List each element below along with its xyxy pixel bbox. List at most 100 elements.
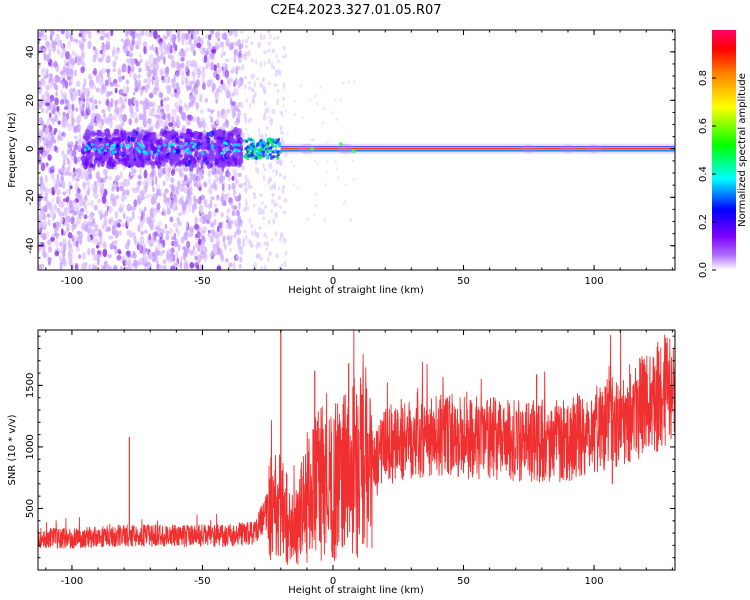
noise-dot [53, 61, 58, 68]
band-blob [177, 162, 183, 168]
noise-dot [171, 115, 175, 124]
band-blob [102, 154, 108, 162]
band-hot [225, 148, 229, 152]
noise-dot [77, 139, 82, 146]
noise-dot [54, 97, 59, 106]
noise-dot [353, 80, 356, 84]
noise-dot [268, 251, 273, 257]
noise-dot [169, 216, 174, 223]
noise-dot [180, 73, 186, 82]
noise-dot [163, 35, 168, 40]
noise-dot [279, 232, 283, 238]
noise-dot [112, 46, 116, 55]
noise-dot [210, 109, 215, 113]
noise-dot [99, 242, 104, 247]
noise-dot [150, 124, 155, 129]
noise-dot [71, 57, 76, 65]
noise-dot [259, 82, 262, 88]
band-blob [173, 153, 179, 161]
noise-dot [99, 181, 102, 188]
noise-dot [185, 221, 189, 227]
noise-dot [40, 222, 45, 228]
noise-dot [178, 51, 184, 57]
transition-blob [271, 144, 275, 148]
noise-dot [153, 30, 158, 40]
noise-dot [87, 186, 91, 196]
noise-dot [182, 236, 185, 242]
noise-dot [40, 107, 45, 113]
noise-dot [244, 187, 248, 195]
noise-dot [132, 187, 138, 194]
noise-dot [253, 203, 256, 208]
band-hot [135, 146, 139, 150]
noise-dot [91, 229, 96, 238]
noise-dot [116, 218, 122, 223]
noise-dot [192, 173, 197, 182]
noise-dot [92, 70, 96, 75]
noise-dot [262, 216, 266, 220]
band-blob [179, 154, 183, 158]
band-hot [90, 142, 94, 147]
noise-dot [248, 85, 252, 91]
noise-dot [211, 48, 216, 54]
noise-dot [257, 41, 262, 49]
noise-dot [312, 138, 315, 142]
noise-dot [144, 59, 148, 69]
noise-dot [143, 206, 147, 212]
noise-dot [219, 248, 224, 256]
noise-dot [77, 145, 82, 153]
noise-dot [99, 35, 105, 41]
noise-dot [71, 103, 75, 112]
noise-dot [235, 88, 239, 96]
noise-dot [88, 264, 92, 270]
noise-dot [74, 203, 80, 212]
noise-dot [230, 103, 234, 112]
noise-dot [271, 108, 276, 115]
noise-dot [163, 192, 166, 198]
noise-dot [130, 58, 135, 67]
noise-dot [282, 82, 286, 89]
noise-dot [191, 94, 196, 100]
noise-dot [54, 250, 60, 257]
noise-dot [306, 217, 309, 221]
noise-dot [77, 167, 83, 177]
noise-dot [248, 218, 252, 224]
noise-dot [185, 195, 189, 204]
noise-dot [43, 53, 46, 61]
noise-dot [55, 178, 60, 188]
noise-dot [81, 50, 85, 60]
noise-dot [139, 58, 143, 63]
noise-dot [209, 235, 214, 243]
noise-dot [138, 113, 143, 121]
noise-dot [84, 194, 88, 203]
noise-dot [294, 99, 297, 103]
noise-dot [111, 197, 117, 207]
x-tick-label: 50 [457, 576, 470, 587]
noise-dot [80, 66, 85, 74]
band-blob [113, 128, 120, 135]
noise-dot [142, 113, 147, 122]
noise-dot [252, 192, 256, 196]
y-tick-label: -20 [25, 189, 36, 205]
noise-dot [177, 246, 181, 252]
noise-dot [276, 98, 280, 106]
noise-dot [82, 168, 87, 177]
band-blob [185, 133, 191, 139]
noise-dot [276, 160, 279, 165]
noise-dot [157, 242, 163, 250]
noise-dot [161, 67, 166, 73]
noise-dot [67, 215, 71, 223]
x-tick-label: 0 [330, 576, 336, 587]
band-blob [141, 159, 145, 168]
y-tick-label: 20 [25, 94, 36, 107]
noise-dot [268, 115, 271, 119]
noise-dot [158, 41, 162, 46]
noise-dot [152, 57, 157, 66]
noise-dot [177, 229, 180, 237]
band-blob [127, 135, 131, 143]
band-blob [121, 135, 126, 142]
noise-dot [139, 190, 145, 196]
noise-dot [103, 52, 106, 56]
noise-dot [154, 122, 160, 130]
noise-dot [102, 221, 108, 228]
